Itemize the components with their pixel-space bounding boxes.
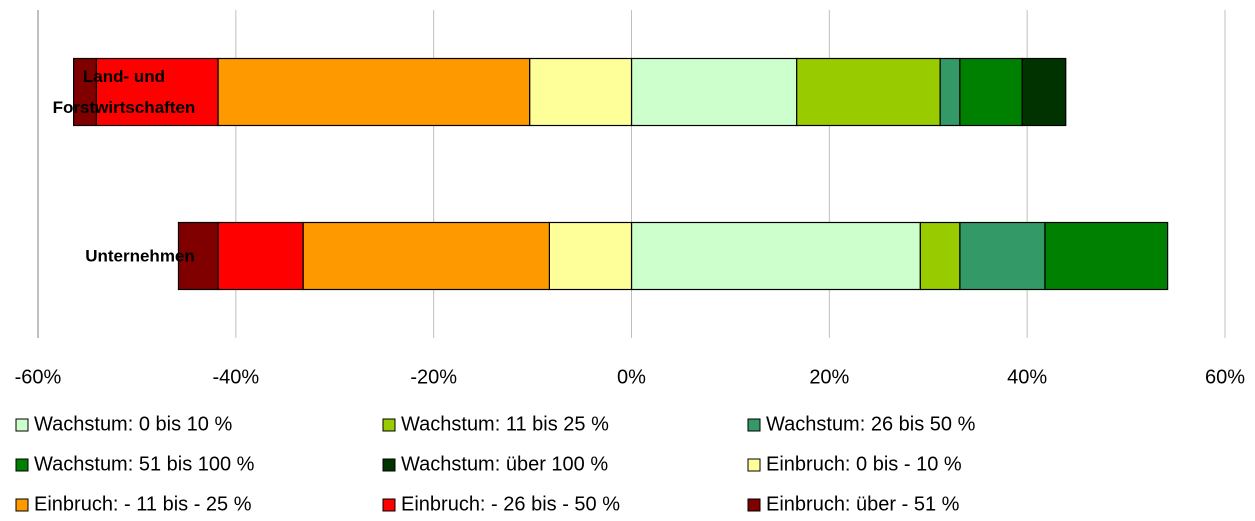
bar-segment bbox=[630, 221, 921, 291]
bar-segment bbox=[529, 57, 633, 127]
legend-swatch bbox=[747, 458, 761, 472]
x-tick-label: -20% bbox=[410, 366, 457, 388]
x-tick-label: 60% bbox=[1205, 366, 1245, 388]
bar-segment bbox=[177, 221, 219, 291]
bar-segment bbox=[796, 57, 941, 127]
bar-segment bbox=[548, 221, 633, 291]
x-tick-label: -40% bbox=[212, 366, 259, 388]
legend-label: Wachstum: über 100 % bbox=[401, 453, 608, 475]
x-tick-label: -60% bbox=[15, 366, 62, 388]
legend-swatch bbox=[382, 458, 396, 472]
legend-label: Wachstum: 11 bis 25 % bbox=[401, 413, 609, 435]
bar-segment bbox=[73, 57, 97, 127]
legend-label: Einbruch: über - 51 % bbox=[766, 493, 960, 515]
legend-label: Wachstum: 0 bis 10 % bbox=[34, 413, 232, 435]
bar-segment bbox=[217, 57, 531, 127]
legend-swatch bbox=[15, 498, 29, 512]
legend-label: Einbruch: - 11 bis - 25 % bbox=[34, 493, 252, 515]
category-label: Land- und Forstwirtschaften bbox=[52, 67, 196, 117]
legend-swatch bbox=[747, 498, 761, 512]
category-label: Unternehmen bbox=[85, 246, 195, 266]
bar-segment bbox=[1044, 221, 1169, 291]
bar-segment bbox=[919, 221, 961, 291]
legend-swatch bbox=[382, 498, 396, 512]
legend-swatch bbox=[15, 418, 29, 432]
bar-segment bbox=[95, 57, 219, 127]
bar-segment bbox=[959, 221, 1046, 291]
bar-segment bbox=[959, 57, 1023, 127]
legend-swatch bbox=[382, 418, 396, 432]
legend-label: Einbruch: 0 bis - 10 % bbox=[766, 453, 962, 475]
bar-segment bbox=[1021, 57, 1067, 127]
x-tick-label: 40% bbox=[1007, 366, 1047, 388]
legend-label: Wachstum: 26 bis 50 % bbox=[766, 413, 976, 435]
x-tick-label: 20% bbox=[809, 366, 849, 388]
bar-segment bbox=[630, 57, 798, 127]
legend-swatch bbox=[747, 418, 761, 432]
bar-segment bbox=[939, 57, 961, 127]
bar-segment bbox=[302, 221, 550, 291]
legend-label: Wachstum: 51 bis 100 % bbox=[34, 453, 255, 475]
legend-label: Einbruch: - 26 bis - 50 % bbox=[401, 493, 620, 515]
x-tick-label: 0% bbox=[617, 366, 646, 388]
bar-segment bbox=[217, 221, 304, 291]
legend-swatch bbox=[15, 458, 29, 472]
